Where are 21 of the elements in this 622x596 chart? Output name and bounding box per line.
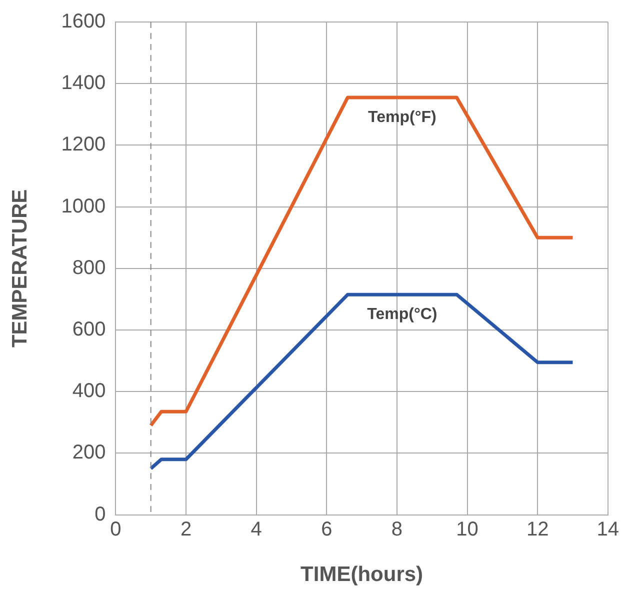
x-tick-label: 6 (321, 518, 332, 540)
y-tick-label: 1400 (61, 72, 106, 94)
x-tick-label: 8 (391, 518, 403, 540)
y-tick-label: 1200 (61, 134, 106, 156)
x-axis-title: TIME(hours) (300, 563, 424, 586)
y-tick-label: 400 (72, 380, 106, 402)
x-tick-label: 14 (596, 518, 619, 540)
series-label: Temp(°C) (367, 306, 438, 323)
x-tick-label: 10 (456, 518, 478, 540)
series-label: Temp(°F) (368, 108, 436, 126)
x-tick-label: 4 (250, 518, 262, 540)
y-tick-label: 200 (72, 442, 106, 464)
y-tick-label: 800 (72, 256, 106, 279)
x-tick-label: 12 (526, 518, 549, 540)
y-axis-title: TEMPERATURE (8, 189, 32, 348)
y-tick-label: 600 (72, 318, 106, 341)
y-tick-label: 1000 (61, 195, 106, 218)
y-tick-label: 0 (94, 503, 106, 526)
x-tick-label: 2 (180, 518, 192, 540)
y-tick-label: 1600 (61, 10, 106, 33)
x-tick-label: 0 (110, 518, 122, 540)
